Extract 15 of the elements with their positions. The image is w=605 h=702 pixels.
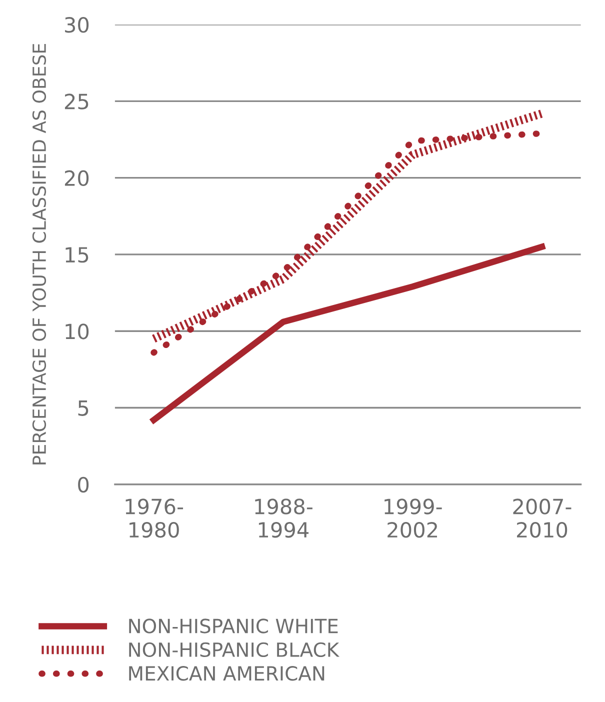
legend-label: NON-HISPANIC BLACK: [129, 642, 340, 658]
y-tick-label: 0: [78, 476, 89, 493]
x-tick-label: 1988- 1994: [255, 498, 312, 538]
legend-label: MEXICAN AMERICAN: [129, 666, 324, 681]
y-axis-title: PERCENTAGE OF YOUTH CLASSIFIED AS OBESE: [32, 44, 46, 464]
y-tick-label: 10: [66, 324, 89, 340]
y-tick-label: 5: [78, 400, 88, 416]
y-tick-label: 15: [66, 247, 88, 263]
y-tick-label: 20: [64, 170, 89, 186]
y-tick-label: 30: [65, 17, 89, 33]
x-tick-label: 1976- 1980: [126, 498, 184, 538]
x-tick-label: 2007- 2010: [513, 498, 572, 538]
legend-label: NON-HISPANIC WHITE: [129, 618, 338, 634]
y-tick-label: 25: [64, 94, 88, 110]
x-tick-label: 1999- 2002: [384, 498, 442, 538]
